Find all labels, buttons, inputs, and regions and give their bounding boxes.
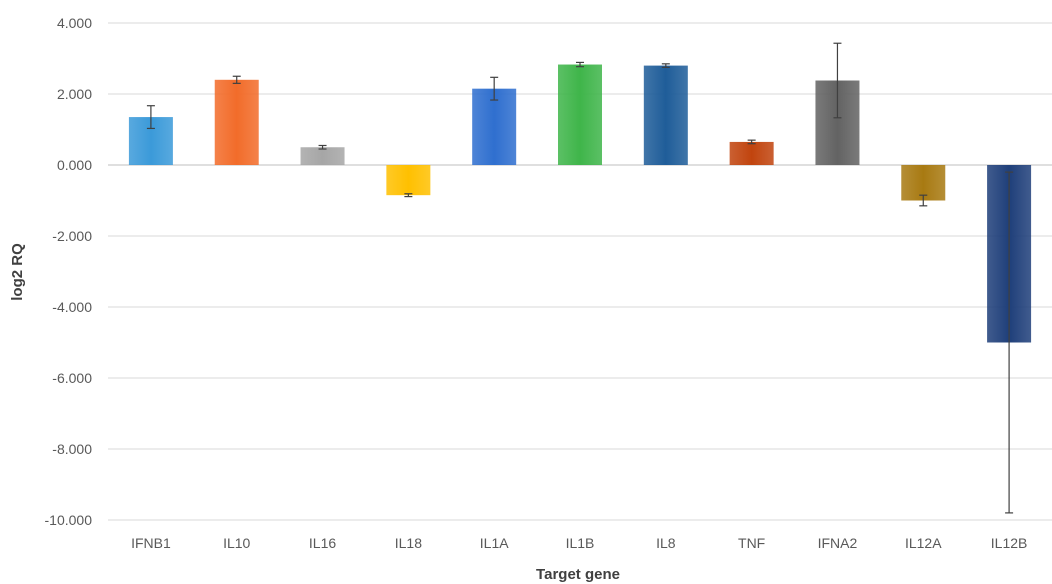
x-tick-label: IL12B: [991, 535, 1028, 551]
error-bar-il16: [318, 144, 327, 150]
bar-layer: [128, 64, 1032, 343]
y-tick-label: -10.000: [45, 512, 93, 528]
y-axis-title: log2 RQ: [9, 243, 26, 301]
error-bar-il12a: [919, 194, 928, 207]
y-tick-label: -8.000: [52, 441, 92, 457]
error-bar-il12b: [1005, 171, 1014, 514]
x-axis-ticks: IFNB1 IL10 IL16 IL18 IL1A IL1B IL8 TNF IFNA2 IL12…: [131, 535, 1027, 551]
x-axis-title: Target gene: [536, 566, 620, 583]
error-bar-layer: [146, 42, 1014, 514]
y-tick-label: 0.000: [57, 157, 92, 173]
error-bar-il10: [232, 75, 241, 84]
x-tick-label: IL18: [395, 535, 422, 551]
y-tick-label: 2.000: [57, 86, 92, 102]
bar-tnf: [729, 141, 774, 165]
bar-il8: [643, 65, 688, 165]
x-tick-label: IL16: [309, 535, 336, 551]
error-bar-il18: [404, 193, 413, 198]
x-tick-label: IL8: [656, 535, 676, 551]
x-tick-label: IL1A: [480, 535, 509, 551]
x-tick-label: IL10: [223, 535, 250, 551]
bar-il1b: [558, 64, 602, 165]
bar-il10: [214, 79, 259, 165]
y-tick-label: -2.000: [52, 228, 92, 244]
error-bar-il1b: [576, 61, 584, 68]
error-bar-ifnb1: [146, 105, 155, 130]
y-tick-label: 4.000: [57, 15, 92, 31]
bar-il18: [386, 165, 431, 196]
bar-il1a: [472, 88, 517, 165]
error-bar-tnf: [747, 139, 756, 145]
y-axis-ticks: 4.000 2.000 0.000 -2.000 -4.000 -6.000 -8.000 -…: [45, 15, 93, 528]
bar-il16: [300, 147, 345, 165]
x-tick-label: IFNB1: [131, 535, 171, 551]
error-bar-il8: [661, 63, 670, 68]
x-tick-label: IFNA2: [818, 535, 858, 551]
x-tick-label: IL12A: [905, 535, 942, 551]
error-bar-ifna2: [833, 42, 842, 119]
x-tick-label: IL1B: [566, 535, 595, 551]
y-tick-label: -4.000: [52, 299, 92, 315]
x-tick-label: TNF: [738, 535, 765, 551]
error-bar-il1a: [490, 76, 499, 101]
y-tick-label: -6.000: [52, 370, 92, 386]
